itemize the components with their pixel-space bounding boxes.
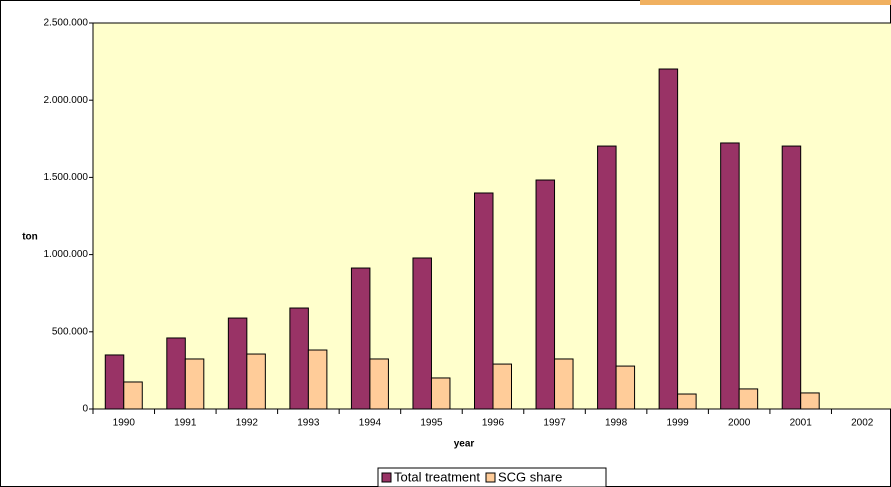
legend-label: Total treatment [394,469,480,484]
decoration [640,0,891,5]
x-tick-label: 1990 [113,418,136,429]
x-tick-label: 1991 [174,418,197,429]
legend-swatch [485,472,496,483]
x-tick-label: 2000 [728,418,751,429]
bar [554,358,574,410]
bar [246,353,266,410]
bar [430,377,451,410]
bar [289,307,309,410]
bar [781,145,802,410]
bar [658,68,679,410]
bar [166,337,186,410]
x-tick-label: 1993 [297,418,320,429]
y-axis-label: ton [22,232,38,243]
bar [184,358,205,410]
bar [535,179,556,410]
x-tick-label: 1992 [236,418,259,429]
bar [104,354,125,410]
y-tick-label: 1.500.000 [44,172,89,183]
x-tick-label: 1995 [420,418,443,429]
bar [615,365,636,410]
y-tick-label: 2.500.000 [44,18,89,29]
x-tick-label: 1999 [666,418,689,429]
bar [492,363,512,410]
bar [412,257,432,410]
bar [369,358,389,410]
bar [123,381,143,410]
y-tick-label: 1.000.000 [44,249,89,260]
x-tick-label: 1994 [359,418,382,429]
bar [800,392,820,410]
bar [307,349,328,410]
bar [677,393,697,410]
x-tick-label: 2002 [851,418,874,429]
x-axis-label: year [454,439,475,450]
x-tick-label: 1998 [605,418,628,429]
legend-label: SCG share [498,469,562,484]
bar [720,142,740,410]
y-tick-label: 2.000.000 [44,95,89,106]
y-tick-label: 0 [82,404,88,415]
y-tick-label: 500.000 [52,326,89,337]
bar [474,192,494,410]
x-tick-label: 1997 [543,418,566,429]
x-tick-label: 1996 [482,418,505,429]
legend-swatch [381,472,392,483]
x-tick-label: 2001 [790,418,813,429]
bar [738,388,759,410]
bar [227,317,248,410]
bar [350,267,371,410]
bar [597,145,617,410]
